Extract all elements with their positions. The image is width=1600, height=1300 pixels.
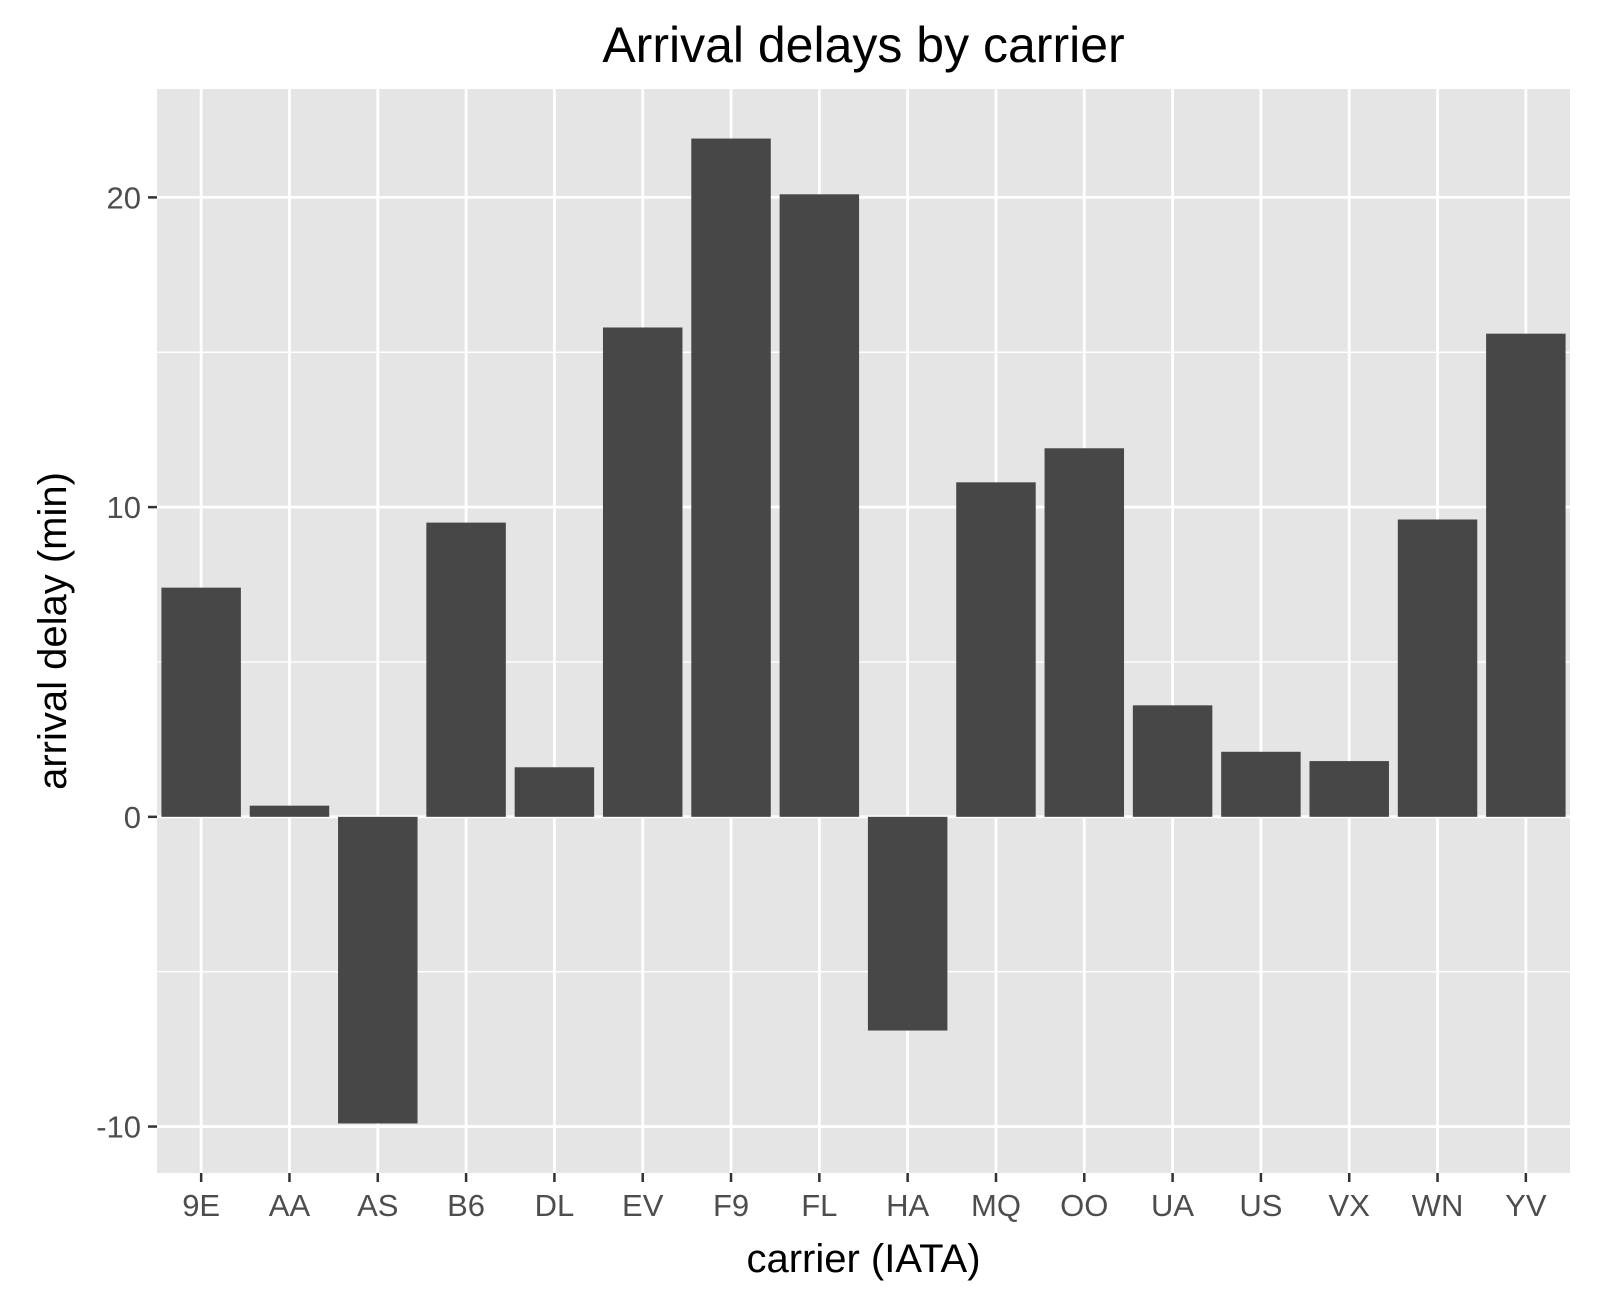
x-tick-label: VX — [1329, 1188, 1371, 1223]
bar-as — [338, 816, 418, 1124]
x-tick-label: EV — [622, 1188, 664, 1223]
bar-aa — [249, 805, 330, 817]
x-tick-label: MQ — [971, 1188, 1021, 1223]
y-tick-label: 0 — [124, 800, 141, 835]
bar-wn — [1397, 519, 1478, 817]
y-axis-title: arrival delay (min) — [31, 472, 75, 790]
bar-fl — [779, 194, 860, 817]
bar-dl — [514, 767, 595, 817]
bar-us — [1221, 751, 1301, 817]
bars — [161, 138, 1566, 1124]
x-tick-label: B6 — [447, 1188, 485, 1223]
x-tick-label: YV — [1505, 1188, 1547, 1223]
bar-oo — [1044, 448, 1125, 817]
x-tick-label: 9E — [182, 1188, 220, 1223]
x-tick-label: FL — [801, 1188, 837, 1223]
y-axis-tick-labels: -10 0 10 20 — [96, 180, 141, 1144]
bar-yv — [1486, 333, 1566, 817]
chart-title: Arrival delays by carrier — [602, 17, 1124, 73]
x-axis-tick-labels: 9E AA AS B6 DL EV F9 FL HA MQ OO UA US VX WN YV — [182, 1188, 1547, 1223]
bar-b6 — [426, 522, 506, 817]
y-tick-label: -10 — [96, 1110, 141, 1145]
x-tick-label: AS — [357, 1188, 398, 1223]
bar-ha — [867, 816, 948, 1031]
bar-vx — [1309, 761, 1389, 817]
bar-f9 — [691, 138, 771, 817]
bar-ua — [1132, 705, 1213, 817]
bar-ev — [602, 327, 683, 817]
y-tick-label: 10 — [107, 490, 141, 525]
bar-mq — [956, 482, 1036, 817]
x-tick-label: F9 — [713, 1188, 749, 1223]
x-tick-label: US — [1239, 1188, 1282, 1223]
x-axis-title: carrier (IATA) — [746, 1237, 980, 1281]
x-tick-label: HA — [886, 1188, 929, 1223]
x-tick-label: DL — [535, 1188, 575, 1223]
bar-9e — [161, 587, 241, 817]
y-tick-label: 20 — [107, 180, 141, 215]
x-tick-label: WN — [1412, 1188, 1464, 1223]
x-tick-label: AA — [269, 1188, 311, 1223]
x-tick-label: UA — [1151, 1188, 1194, 1223]
axis-ticks — [148, 196, 1528, 1182]
x-tick-label: OO — [1060, 1188, 1108, 1223]
